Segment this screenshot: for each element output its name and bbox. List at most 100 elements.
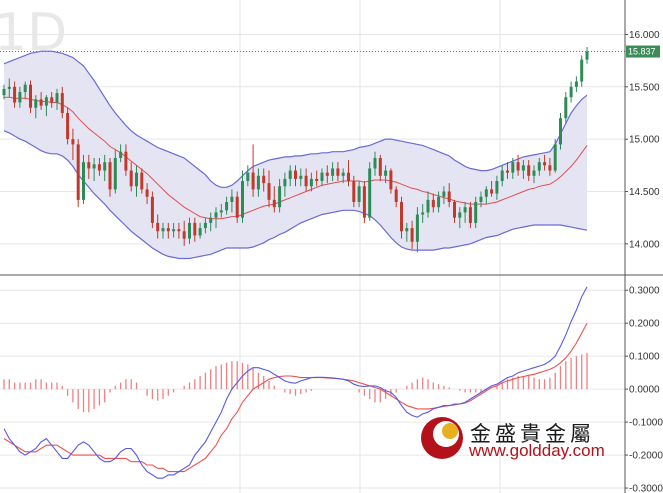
candlestick: [458, 207, 462, 229]
candle-body: [373, 157, 377, 169]
candle-body: [447, 191, 451, 202]
candle-body: [431, 199, 435, 208]
candle-body: [484, 189, 488, 197]
candle-body: [352, 181, 356, 202]
macd-tick-label: 0.0000: [629, 385, 660, 396]
candlestick: [405, 222, 409, 242]
candle-body: [262, 175, 266, 184]
candle-body: [580, 59, 584, 82]
candlestick: [103, 154, 107, 182]
candlestick: [188, 217, 191, 244]
candlestick: [336, 162, 340, 182]
candlestick: [161, 222, 165, 239]
candlestick: [76, 139, 80, 208]
candlestick: [352, 175, 356, 208]
candle-body: [283, 178, 287, 187]
candlestick: [389, 168, 393, 194]
candle-body: [304, 175, 308, 187]
candle-body: [490, 189, 494, 194]
candle-body: [2, 88, 6, 96]
candle-body: [405, 228, 409, 232]
candlestick: [241, 170, 244, 223]
candlestick: [378, 154, 382, 182]
candle-body: [23, 84, 27, 93]
candle-body: [347, 172, 350, 182]
candlestick: [262, 168, 266, 192]
candle-body: [442, 191, 446, 197]
candlestick: [92, 157, 96, 182]
candlestick: [140, 168, 144, 194]
candle-body: [87, 162, 91, 169]
candlestick: [177, 222, 181, 239]
candlestick: [543, 154, 547, 171]
candlestick: [18, 86, 22, 108]
macd-tick-label: -0.1000: [629, 418, 663, 429]
candlestick: [267, 170, 271, 208]
candlestick: [304, 168, 308, 192]
candlestick: [44, 95, 48, 117]
macd-signal-line: [3, 322, 588, 473]
candlestick: [357, 181, 361, 208]
candlestick: [39, 92, 43, 110]
candle-body: [246, 172, 250, 182]
candle-body: [193, 222, 197, 236]
candlestick: [294, 165, 297, 187]
candlestick: [60, 86, 64, 119]
candle-body: [182, 231, 186, 239]
candlestick: [272, 186, 276, 213]
candle-body: [129, 170, 133, 187]
candle-body: [34, 99, 38, 108]
candle-body: [331, 168, 335, 176]
candle-body: [71, 139, 75, 145]
logo-emblem-icon: [421, 417, 463, 459]
candlestick: [71, 128, 75, 161]
candlestick: [500, 165, 504, 187]
candle-body: [135, 172, 138, 187]
macd-tick-label: -0.3000: [629, 484, 663, 493]
candlestick: [124, 144, 128, 176]
candlestick: [288, 165, 292, 187]
candle-body: [97, 164, 101, 171]
candle-body: [230, 196, 234, 202]
candlestick: [394, 186, 398, 208]
candle-body: [299, 175, 303, 179]
candle-body: [495, 181, 499, 194]
candlestick: [135, 165, 138, 197]
candle-body: [384, 170, 388, 176]
candlestick: [580, 55, 584, 87]
candle-body: [235, 196, 239, 218]
candle-body: [357, 186, 361, 202]
candle-body: [177, 229, 181, 232]
candlestick: [299, 168, 303, 187]
candlestick: [251, 144, 255, 197]
candle-body: [511, 162, 515, 173]
candle-body: [394, 189, 398, 202]
candlestick: [325, 165, 329, 184]
candle-body: [537, 162, 541, 171]
candle-body: [108, 162, 112, 190]
candlestick: [426, 191, 430, 218]
candle-body: [29, 84, 32, 108]
candlestick: [437, 191, 441, 213]
logo-chinese-name: 金盛貴金屬: [470, 422, 595, 446]
candle-body: [203, 222, 207, 229]
macd-gridlines: [0, 275, 625, 493]
last-price-tag-box: [626, 45, 660, 58]
candle-body: [267, 183, 271, 200]
candle-body: [410, 228, 414, 242]
candle-body: [458, 212, 462, 218]
candlestick: [400, 196, 403, 239]
candlestick: [410, 220, 414, 250]
candlestick: [468, 201, 472, 229]
goldday-logo: 金盛貴金屬 www.goldday.com: [421, 417, 605, 460]
candle-body: [532, 170, 536, 176]
candle-body: [421, 212, 425, 215]
candlestick: [331, 162, 335, 182]
candlestick: [569, 81, 573, 103]
candle-body: [39, 99, 43, 106]
candlestick: [368, 162, 372, 221]
candle-body: [506, 170, 509, 173]
macd-tick-label: 0.3000: [629, 286, 660, 297]
candle-body: [172, 229, 176, 232]
